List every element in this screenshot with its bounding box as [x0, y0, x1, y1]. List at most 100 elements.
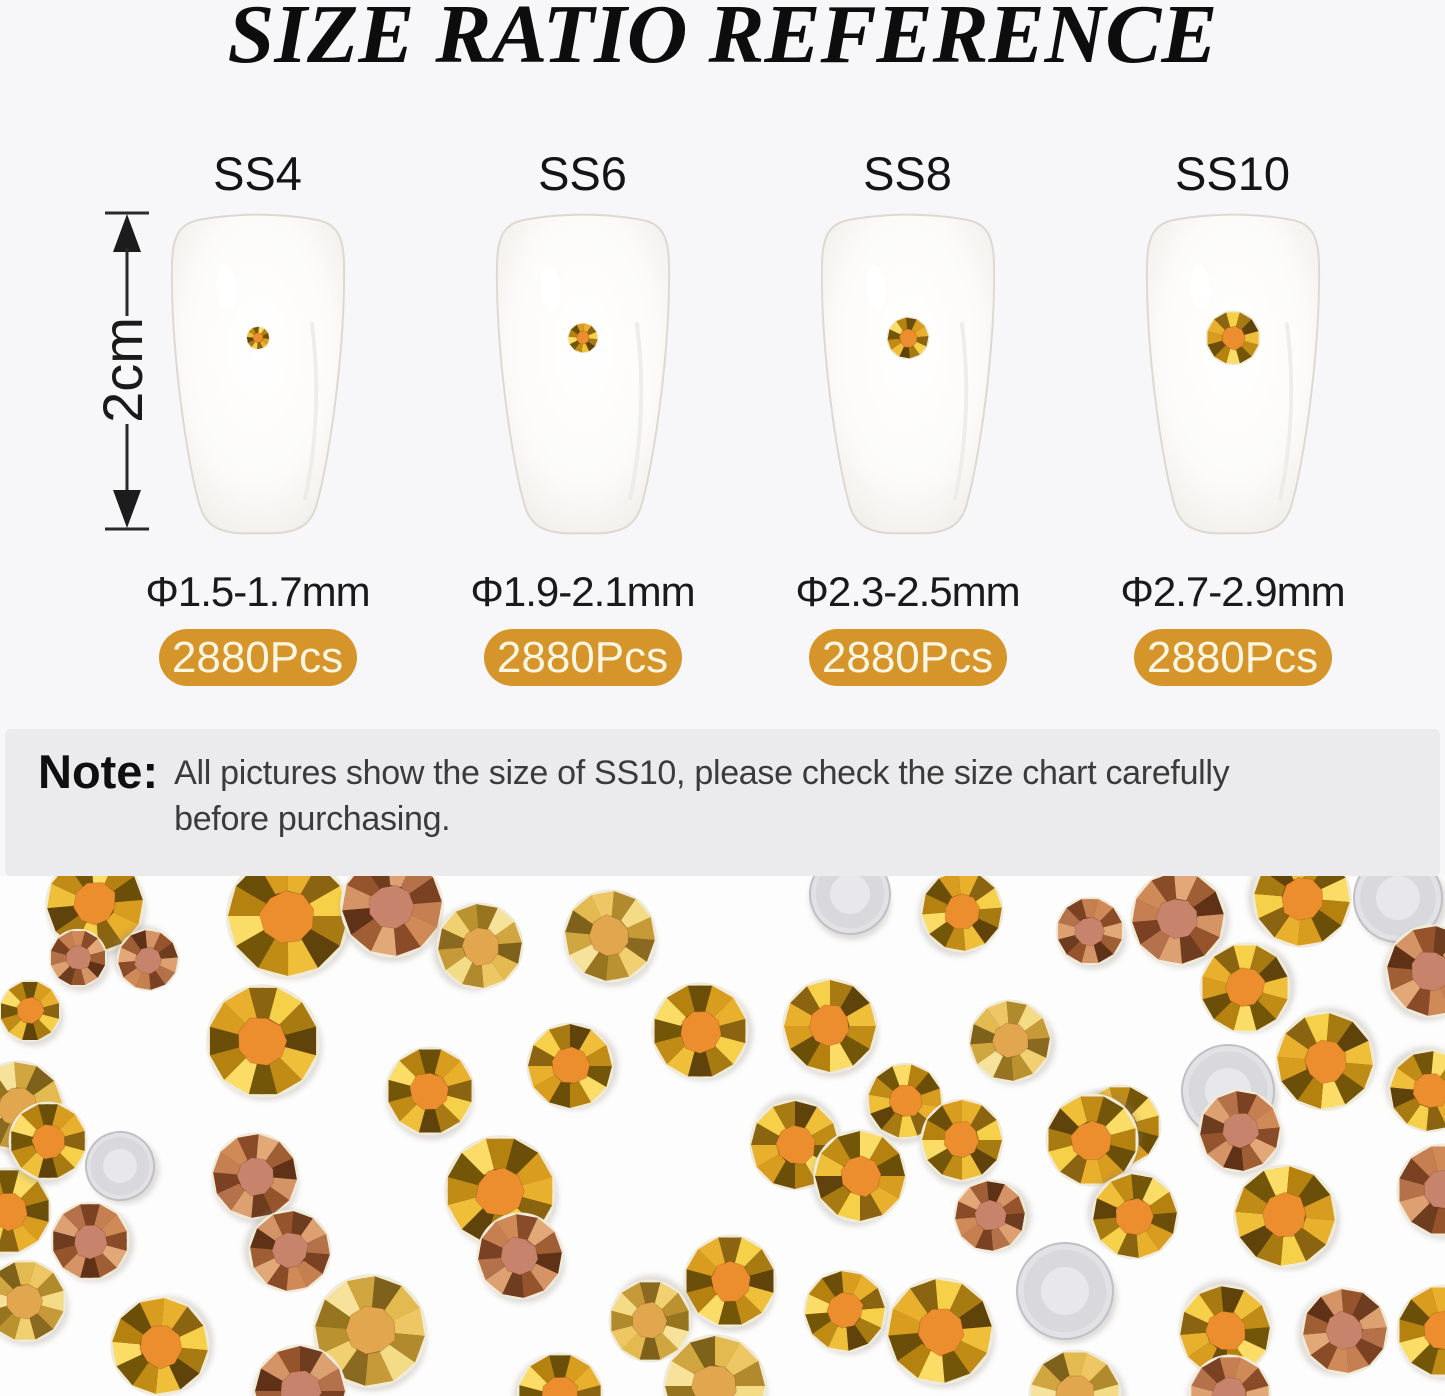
- rhinestone-back: [809, 876, 891, 940]
- rhinestone-gem: [918, 876, 1004, 957]
- count-badge: 2880Pcs: [483, 629, 682, 686]
- rhinestone-gem: [1055, 896, 1127, 969]
- nail-glare: [215, 264, 236, 312]
- nail-body: [1145, 213, 1320, 535]
- nail-glare: [540, 264, 561, 312]
- rhinestone-gem: [886, 1277, 995, 1388]
- nail-tip-image: [495, 213, 670, 535]
- rhinestone-gem: [526, 1022, 619, 1110]
- rhinestone-gem: [608, 1275, 694, 1363]
- note-section: Note: All pictures show the size of SS10…: [5, 729, 1440, 876]
- rhinestone-gem: [1205, 310, 1260, 366]
- ruler-arrow-icon: [105, 211, 149, 531]
- rhinestone-gem: [1275, 1008, 1378, 1111]
- nail-body: [170, 213, 345, 535]
- note-line-2: before purchasing.: [174, 800, 451, 838]
- nail-tip-image: [170, 213, 345, 535]
- nail-sheen-line: [1277, 322, 1293, 501]
- size-column: SS4 Φ1.5-1.7mm 2880Pcs: [145, 146, 371, 686]
- rhinestone-gem: [112, 926, 180, 992]
- note-label: Note:: [38, 745, 159, 798]
- rhinestone-gem: [886, 316, 929, 360]
- rhinestone-gem: [663, 1334, 768, 1396]
- rhinestone-gem: [920, 1098, 1004, 1187]
- count-badge: 2880Pcs: [808, 629, 1007, 686]
- nail-gem-slot: [567, 322, 598, 354]
- rhinestone-gem: [651, 982, 753, 1081]
- rhinestone-gem: [50, 1201, 134, 1283]
- rhinestone-gem: [243, 1208, 332, 1293]
- rhinestone-gem: [1385, 1046, 1445, 1133]
- rhinestone-gem: [1247, 876, 1352, 948]
- rhinestone-gem: [313, 1274, 427, 1392]
- rhinestone-gem: [811, 1129, 907, 1227]
- rhinestone-gem: [1396, 1284, 1445, 1381]
- ruler-2cm: 2cm: [91, 211, 154, 531]
- rhinestone-gem: [476, 1212, 565, 1304]
- nail-tip-image: [820, 213, 995, 535]
- nail-sheen-line: [302, 322, 318, 501]
- sizes-row: SS4 Φ1.5-1.7mm 2880Pcs SS6: [95, 146, 1395, 686]
- rhinestone-gem: [803, 1269, 891, 1355]
- rhinestone-gem: [1186, 1354, 1272, 1396]
- nail-sheen-line: [627, 322, 643, 501]
- rhinestone-gem: [683, 1234, 777, 1332]
- diameter-label: Φ1.5-1.7mm: [145, 568, 370, 615]
- rhinestone-gem: [1382, 924, 1445, 1021]
- rhinestone-gem: [567, 322, 598, 354]
- rhinestone-gem: [48, 928, 110, 992]
- rhinestone-gem: [1199, 942, 1295, 1034]
- rhinestone-gem: [1045, 1091, 1142, 1187]
- rhinestone-gem: [211, 1132, 299, 1224]
- size-column: SS6 Φ1.9-2.1mm 2880Pcs: [470, 146, 696, 686]
- rhinestone-gem: [968, 999, 1056, 1085]
- nail-body: [495, 213, 670, 535]
- nail-body: [820, 213, 995, 535]
- page-title: SIZE RATIO REFERENCE: [227, 0, 1218, 81]
- rhinestone-gem: [110, 1296, 214, 1396]
- size-label: SS8: [863, 147, 952, 200]
- rhinestone-gem: [206, 984, 323, 1101]
- rhinestone-gem: [1233, 1164, 1340, 1270]
- nail-sheen-line: [952, 322, 968, 501]
- diameter-label: Φ2.7-2.9mm: [1120, 568, 1345, 615]
- rhinestone-gem: [385, 1046, 475, 1140]
- rhinestone-gem: [782, 978, 879, 1078]
- rhinestone-back: [85, 1131, 160, 1205]
- nail-tip-image: [1145, 213, 1320, 535]
- rhinestone-gem: [0, 979, 64, 1047]
- note-line-1: All pictures show the size of SS10, plea…: [174, 754, 1230, 792]
- rhinestone-gem: [0, 1259, 69, 1346]
- rhinestone-gem: [513, 1352, 604, 1396]
- rhinestone-gem: [953, 1179, 1032, 1253]
- count-badge: 2880Pcs: [1133, 629, 1332, 686]
- rhinestone-gem: [1297, 1287, 1389, 1376]
- rhinestone-gem: [1028, 1349, 1126, 1396]
- rhinestone-gem: [1087, 1170, 1179, 1260]
- rhinestones-layer: [0, 876, 1445, 1396]
- size-label: SS10: [1175, 147, 1290, 200]
- rhinestone-gem: [245, 326, 270, 350]
- rhinestone-back: [1016, 1242, 1117, 1344]
- rhinestone-gem: [0, 1167, 52, 1257]
- size-label: SS6: [538, 147, 627, 200]
- rhinestone-gem: [432, 902, 524, 991]
- nail-glare: [865, 264, 886, 312]
- rhinestone-gem: [253, 1344, 347, 1396]
- rhinestone-gem: [340, 876, 444, 963]
- count-badge: 2880Pcs: [158, 629, 357, 686]
- rhinestone-gem: [1198, 1089, 1283, 1177]
- nail-glare: [1190, 264, 1211, 312]
- nail-gem-slot: [1205, 310, 1260, 366]
- rhinestones-photo-svg: [0, 876, 1445, 1396]
- size-column: SS10 Φ2.7-2.9mm 2880Pcs: [1120, 146, 1346, 686]
- diameter-label: Φ1.9-2.1mm: [470, 568, 695, 615]
- nail-gem-slot: [886, 316, 929, 360]
- rhinestone-gem: [6, 1101, 88, 1185]
- diameter-label: Φ2.3-2.5mm: [795, 568, 1020, 615]
- nail-gem-slot: [245, 326, 270, 350]
- rhinestones-photo: [0, 876, 1445, 1396]
- size-column: SS8 Φ2.3-2.5mm 2880Pcs: [795, 146, 1021, 686]
- ruler-label: 2cm: [91, 317, 154, 423]
